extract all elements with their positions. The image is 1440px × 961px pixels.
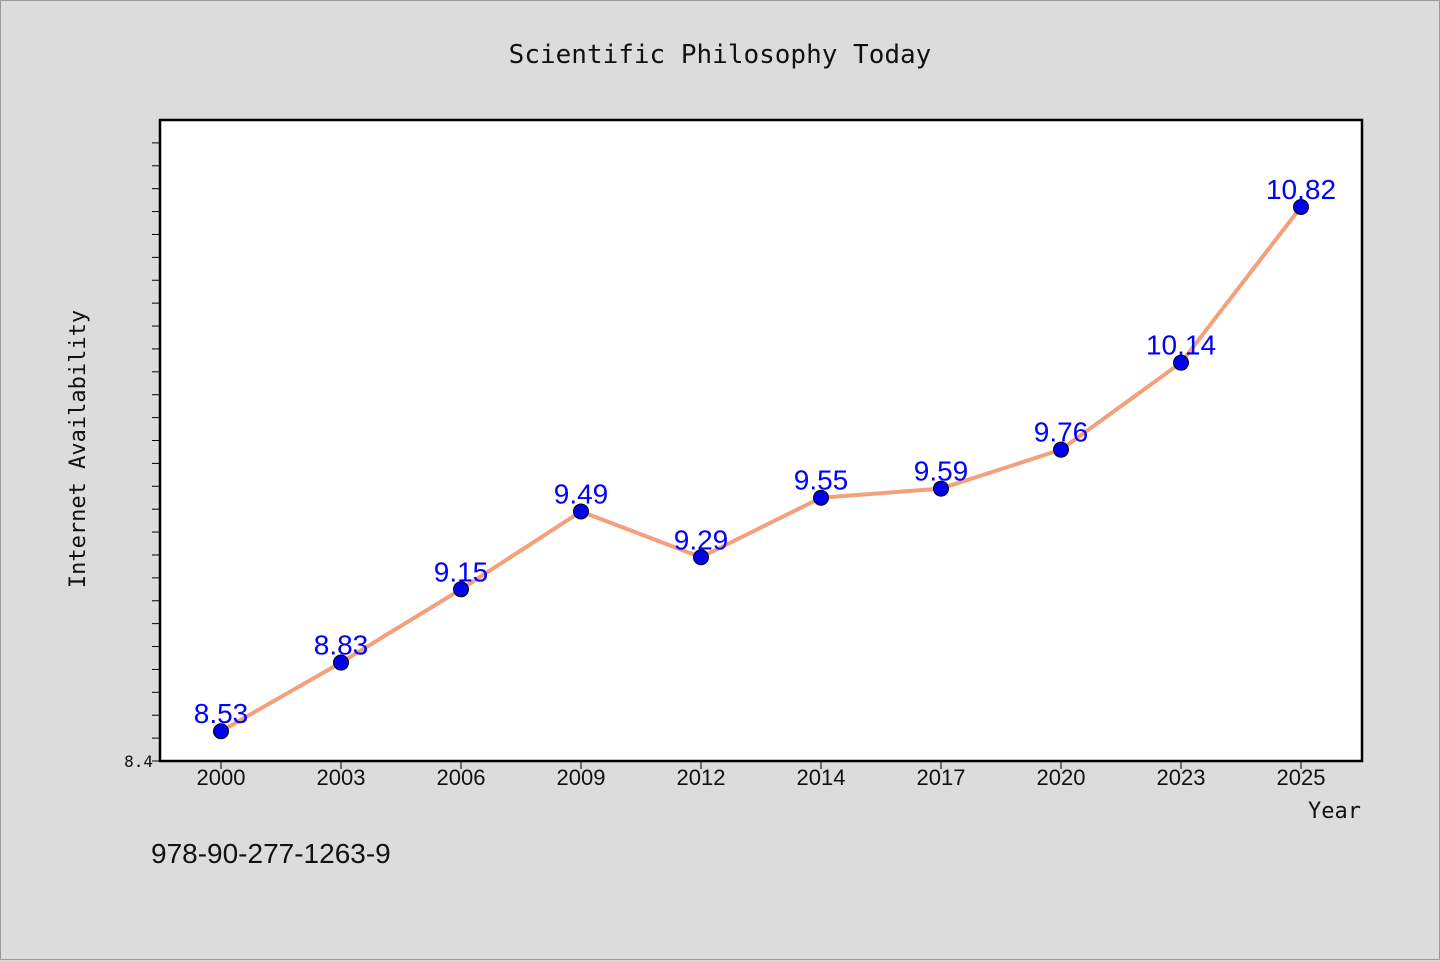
data-label: 8.83 [314,630,369,661]
data-label: 10.82 [1266,174,1336,205]
data-point [573,503,589,520]
x-axis-ticks: 2000 2003 2006 2009 2012 2014 2017 2020 2023 2025 [197,761,1326,790]
x-tick-label: 2014 [797,765,846,790]
x-tick-label: 2017 [917,765,966,790]
y-axis-ticks [152,142,160,762]
x-tick-label: 2006 [437,765,486,790]
x-tick-label: 2023 [1157,765,1206,790]
chart-title: Scientific Philosophy Today [509,40,932,70]
x-tick-label: 2009 [557,765,606,790]
data-point [933,480,949,497]
y-tick-label-min: 8.4 [124,752,153,771]
data-label: 9.59 [914,456,969,487]
x-axis-label: Year [1308,799,1361,824]
x-tick-label: 2003 [317,765,366,790]
data-point [1053,441,1069,458]
x-tick-label: 2025 [1277,765,1326,790]
x-tick-label: 2020 [1037,765,1086,790]
data-point [693,549,709,566]
data-label: 9.29 [674,524,729,555]
isbn-text: 978-90-277-1263-9 [151,838,391,869]
data-label: 9.55 [794,465,849,496]
data-label: 9.76 [1034,417,1089,448]
y-axis-label: Internet Availability [66,310,91,588]
data-point [1173,354,1189,371]
data-point [1293,198,1309,215]
data-point [213,723,229,740]
data-label: 9.49 [554,478,609,509]
data-point [453,581,469,598]
series-layer: 8.53 8.83 9.15 9.49 9.29 9.55 9.59 9.76 10.14 10.… [194,174,1336,740]
data-point [333,654,349,671]
data-point [813,489,829,506]
data-label: 9.15 [434,556,489,587]
series-line [219,204,1303,734]
data-label: 10.14 [1146,330,1216,361]
plot-area [158,118,1364,763]
data-label: 8.53 [194,698,249,729]
x-tick-label: 2012 [677,765,726,790]
x-tick-label: 2000 [197,765,246,790]
